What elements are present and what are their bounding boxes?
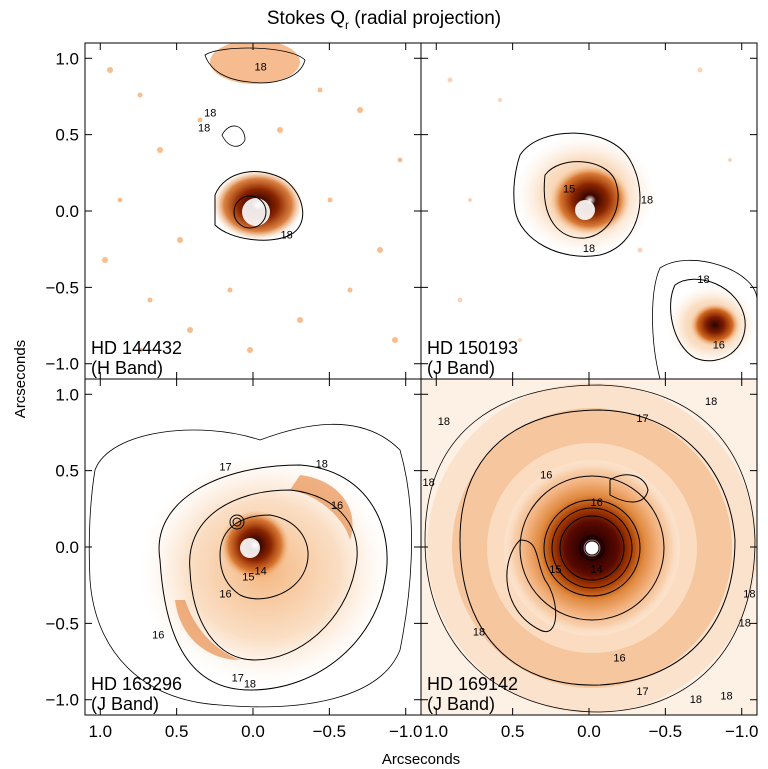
contour-line <box>219 514 309 600</box>
panel-hd163296-image <box>88 423 412 708</box>
y-tick-label: 0.0 <box>55 538 79 557</box>
panel-hd150193-image <box>447 67 757 379</box>
x-tick-label: 1.0 <box>424 722 448 741</box>
x-tick-label: 0.0 <box>241 722 265 741</box>
contour-label: 17 <box>219 462 231 474</box>
panel-star-name: HD 169142 <box>427 674 518 694</box>
contour-label: 15 <box>242 572 254 584</box>
panel-band-label: (H Band) <box>91 358 163 378</box>
y-tick-label: −0.5 <box>45 614 79 633</box>
panel-band-label: (J Band) <box>427 694 495 714</box>
contour-label: 18 <box>244 679 256 691</box>
title-subscript: r <box>345 17 350 32</box>
contour-line <box>214 171 304 241</box>
panel-hd169142-image <box>421 379 757 715</box>
contour-line <box>506 539 557 633</box>
panel-hd144432-image <box>102 43 403 353</box>
x-tick-label: −1.0 <box>725 722 759 741</box>
contour-line <box>189 489 358 661</box>
contour-line <box>652 259 757 379</box>
x-axis-label: Arcseconds <box>382 751 460 768</box>
contour-label: 18 <box>720 691 732 703</box>
contour-label: 17 <box>232 672 244 684</box>
contour-label: 18 <box>423 477 435 489</box>
contour-label: 17 <box>636 413 648 425</box>
contour-label: 16 <box>713 339 725 351</box>
panel-star-name: HD 144432 <box>91 338 182 358</box>
x-tick-label: 0.0 <box>577 722 601 741</box>
contour-label: 16 <box>613 653 625 665</box>
x-tick-label: −0.5 <box>313 722 347 741</box>
y-tick-label: 0.5 <box>55 126 79 145</box>
contour-label: 18 <box>705 396 717 408</box>
contour-line <box>513 132 641 257</box>
contour-line <box>459 409 736 686</box>
contour-label: 18 <box>473 627 485 639</box>
contour-label: 18 <box>280 229 292 241</box>
contour-label: 16 <box>591 497 603 509</box>
x-tick-label: 0.5 <box>165 722 189 741</box>
panel-star-name: HD 163296 <box>91 674 182 694</box>
x-tick-label: 1.0 <box>88 722 112 741</box>
contour-label: 18 <box>690 694 702 706</box>
contour-line <box>204 47 306 84</box>
contour-line <box>158 464 388 691</box>
figure-title: Stokes Qr (radial projection) <box>0 8 768 32</box>
contour-label: 16 <box>540 469 552 481</box>
contour-label: 15 <box>549 564 561 576</box>
contour-label: 18 <box>743 588 755 600</box>
y-tick-label: 0.5 <box>55 462 79 481</box>
contour-label: 18 <box>198 123 210 135</box>
y-tick-label: 1.0 <box>55 49 79 68</box>
contour-line <box>670 278 746 362</box>
y-tick-label: −1.0 <box>45 691 79 710</box>
contour-label: 17 <box>636 686 648 698</box>
x-tick-label: 0.5 <box>501 722 525 741</box>
y-tick-label: 0.0 <box>55 202 79 221</box>
title-main: Stokes Q <box>266 8 346 29</box>
contour-label: 18 <box>255 61 267 73</box>
contour-label: 18 <box>697 274 709 286</box>
contour-line <box>543 161 619 239</box>
contour-line <box>88 423 412 708</box>
y-tick-label: 1.0 <box>55 385 79 404</box>
contour-label: 18 <box>583 243 595 255</box>
contour-label: 18 <box>204 107 216 119</box>
contour-label: 18 <box>641 194 653 206</box>
x-tick-label: −1.0 <box>389 722 423 741</box>
contour-label: 14 <box>591 564 603 576</box>
y-tick-label: −0.5 <box>45 278 79 297</box>
contour-line <box>609 474 649 503</box>
contour-label: 16 <box>331 500 343 512</box>
contour-line <box>424 384 756 713</box>
contour-label: 18 <box>438 416 450 428</box>
x-tick-label: −0.5 <box>649 722 683 741</box>
y-axis-label: Arcseconds <box>12 340 29 418</box>
y-tick-label: −1.0 <box>45 355 79 374</box>
contour-label: 16 <box>152 630 164 642</box>
contour-label: 18 <box>739 617 751 629</box>
axis-tick-labels: 1.00.50.0−0.5−1.01.0 0.5 0.0 −0.5 −1.01.00.5… <box>45 49 758 741</box>
contour-label: 18 <box>316 459 328 471</box>
contour-line <box>221 125 246 147</box>
panel-star-name: HD 150193 <box>427 338 518 358</box>
axis-ticks <box>85 43 757 715</box>
contour-label: 16 <box>219 588 231 600</box>
contour-label: 15 <box>563 184 575 196</box>
panel-band-label: (J Band) <box>91 694 159 714</box>
panel-band-label: (J Band) <box>427 358 495 378</box>
contour-label: 14 <box>255 565 267 577</box>
panel-labels: HD 144432(H Band)HD 150193(J Band)HD 163… <box>91 338 518 714</box>
title-rest: (radial projection) <box>349 8 502 29</box>
